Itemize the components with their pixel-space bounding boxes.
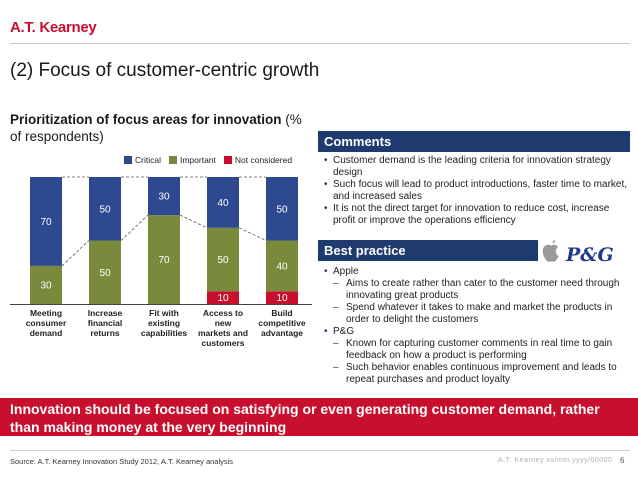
best-practice-header: Best practice [318,240,538,261]
legend-item-important: Important [168,155,216,165]
comments-list: Customer demand is the leading criteria … [318,155,630,227]
page-title: (2) Focus of customer-centric growth [10,60,320,81]
bar-segment [266,291,298,304]
legend-label-important: Important [179,155,216,165]
connector-line [238,227,267,241]
connector-line [61,240,90,267]
legend-swatch-not-considered [223,156,232,164]
category-label: demand [30,328,63,338]
category-label: consumer [26,318,67,328]
legend-label-not-considered: Not considered [234,155,293,165]
category-label: new [215,318,232,328]
data-label: 30 [158,192,170,203]
data-label: 10 [276,293,288,304]
category-label: competitive [258,318,306,328]
category-label: Increase [88,308,123,318]
company-logo: A.T. Kearney [10,19,97,36]
chart-legend: Critical Important Not considered [124,155,292,165]
bar-segment [30,265,62,304]
comment-item: It is not the direct target for innovati… [324,203,630,227]
source-note: Source: A.T. Kearney Innovation Study 20… [10,457,234,466]
data-label: 30 [40,280,52,291]
bar-segment [266,240,298,292]
header-divider [10,43,630,44]
key-message-banner: Innovation should be focused on satisfyi… [0,398,638,436]
chart-subtitle: Prioritization of focus areas for innova… [10,111,310,145]
comment-item: Customer demand is the leading criteria … [324,155,630,179]
best-practice-company-pg: P&G [318,326,630,338]
data-label: 70 [40,217,52,228]
bar-segment [266,177,298,241]
best-practice-panel: Apple Aims to create rather than cater t… [318,266,630,386]
category-label: Build [271,308,292,318]
data-label: 40 [217,198,229,209]
connector-line [120,214,149,241]
best-practice-item: Aims to create rather than cater to the … [318,278,630,302]
data-label: 50 [276,204,288,215]
data-label: 10 [217,293,229,304]
bar-segment [89,240,121,304]
category-label: customers [202,338,245,348]
legend-label-critical: Critical [135,155,161,165]
category-label: markets and [198,328,248,338]
connector-line [179,214,208,229]
comment-item: Such focus will lead to product introduc… [324,179,630,203]
category-label: capabilities [141,328,188,338]
category-label: advantage [261,328,303,338]
chart-subtitle-bold: Prioritization of focus areas for innova… [10,112,282,127]
category-label: Access to [203,308,243,318]
best-practice-item: Known for capturing customer comments in… [318,338,630,362]
bar-segment [207,227,239,292]
footer-reference: A.T. Kearney xx/mm.yyyy/00000 [498,457,613,464]
bar-segment [207,291,239,304]
legend-item-not-considered: Not considered [223,155,293,165]
category-label: returns [90,328,120,338]
legend-swatch-important [168,156,177,164]
data-label: 50 [217,255,229,266]
best-practice-item: Such behavior enables continuous improve… [318,362,630,386]
data-label: 50 [99,204,111,215]
apple-logo-icon [542,240,559,262]
data-label: 50 [99,268,111,279]
pg-logo: P&G [566,244,614,266]
best-practice-item: Spend whatever it takes to make and mark… [318,302,630,326]
page-number: 6 [620,456,625,465]
category-label: Fit with [149,308,179,318]
data-label: 40 [276,261,288,272]
comments-header: Comments [318,131,630,152]
bar-segment [207,177,239,228]
footer-divider [10,450,630,451]
best-practice-company-apple: Apple [318,266,630,278]
legend-swatch-critical [124,156,132,164]
data-label: 70 [158,255,170,266]
legend-item-critical: Critical [124,155,161,165]
bar-segment [89,177,121,241]
category-label: financial [88,318,122,328]
chart-subtitle-rest: (% of respondents) [10,112,302,144]
bar-segment [148,177,180,216]
category-label: existing [148,318,180,328]
category-label: Meeting [30,308,62,318]
comments-panel: Customer demand is the leading criteria … [318,155,630,227]
bar-segment [148,215,180,304]
bar-segment [30,177,62,266]
